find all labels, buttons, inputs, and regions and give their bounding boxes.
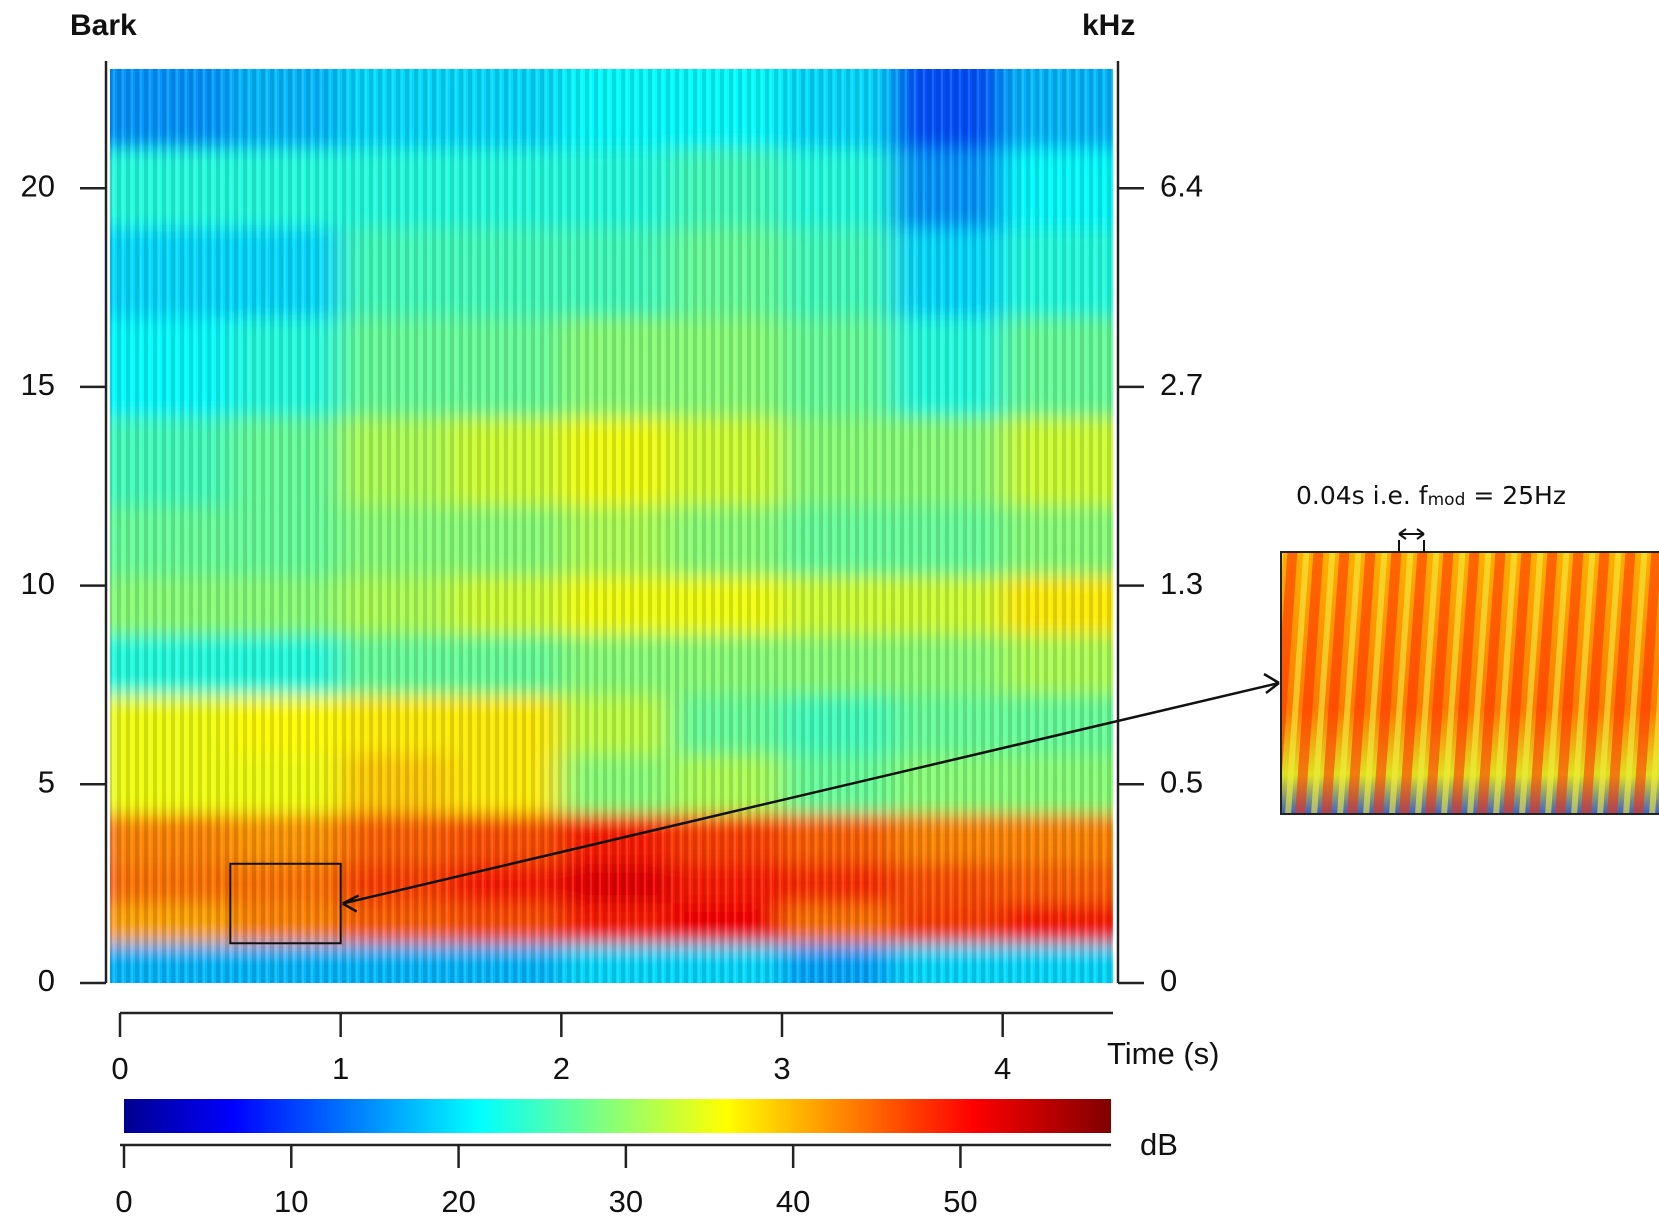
heatmap (110, 69, 1113, 983)
y2-tick-label: 1.3 (1160, 566, 1203, 601)
x-tick-label: 0 (111, 1051, 128, 1086)
inset-stripes (1281, 552, 1659, 814)
y2-axis-label: kHz (1082, 9, 1135, 42)
zoom-arrow (342, 672, 1280, 913)
colorbar-tick-label: 30 (609, 1184, 643, 1219)
colorbar-tick-label: 10 (274, 1184, 308, 1219)
period-arrow (1398, 528, 1425, 552)
y2-tick-label: 0.5 (1160, 764, 1203, 799)
inset (1280, 528, 1659, 815)
x-tick-label: 1 (332, 1051, 349, 1086)
colorbar-tick-label: 40 (776, 1184, 810, 1219)
y2-tick-label: 2.7 (1160, 367, 1203, 402)
annotation: 0.04s i.e. fmod = 25Hz (1296, 481, 1566, 510)
x-axis-label: Time (s) (1107, 1036, 1220, 1071)
x-tick-label: 4 (994, 1051, 1011, 1086)
colorbar-tick-label: 20 (441, 1184, 475, 1219)
colorbar-tick-label: 50 (943, 1184, 977, 1219)
x-tick-label: 3 (773, 1051, 790, 1086)
colorbar-tick-label: 0 (115, 1184, 132, 1219)
inset-frame (1280, 551, 1659, 815)
texture (110, 69, 1113, 983)
y2-tick-label: 0 (1160, 963, 1177, 998)
y-tick-label: 10 (21, 566, 55, 601)
x-tick-label: 2 (553, 1051, 570, 1086)
y-tick-label: 15 (21, 367, 55, 402)
zoom-box (229, 862, 342, 945)
y-tick-label: 5 (38, 764, 55, 799)
y-axis-label: Bark (70, 9, 137, 42)
y-tick-label: 0 (38, 963, 55, 998)
y-tick-label: 20 (21, 168, 55, 203)
colorbar-label: dB (1140, 1127, 1178, 1162)
y2-tick-label: 6.4 (1160, 168, 1203, 203)
colorbar (124, 1099, 1111, 1133)
